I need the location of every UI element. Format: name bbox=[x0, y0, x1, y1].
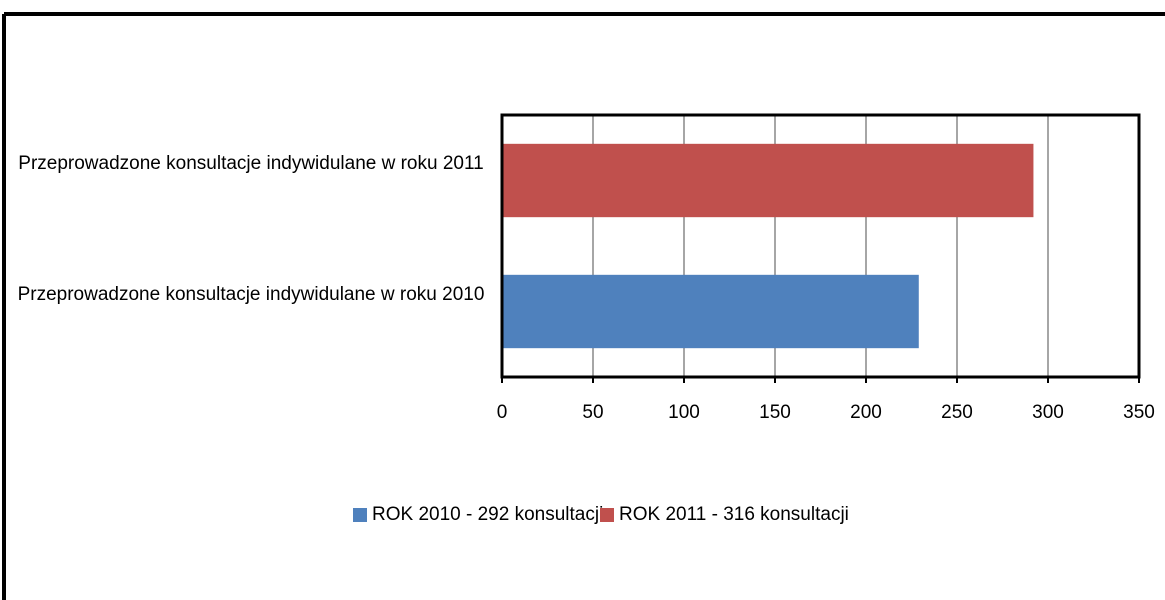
x-tick-label: 50 bbox=[582, 402, 603, 423]
x-tick-label: 300 bbox=[1032, 402, 1064, 423]
x-tick-label: 250 bbox=[941, 402, 973, 423]
legend-swatch bbox=[353, 508, 367, 522]
legend-label: ROK 2011 - 316 konsultacji bbox=[619, 504, 849, 525]
legend-label: ROK 2010 - 292 konsultacji bbox=[372, 504, 603, 525]
x-tick-label: 100 bbox=[668, 402, 700, 423]
y-tick-label: Przeprowadzone konsultacje indywidulane … bbox=[17, 283, 485, 305]
plot-border bbox=[500, 113, 1141, 379]
y-tick-label: Przeprowadzone konsultacje indywidulane … bbox=[18, 152, 484, 174]
x-tick-label: 150 bbox=[759, 402, 791, 423]
bar bbox=[502, 274, 919, 349]
legend-swatch bbox=[600, 508, 614, 522]
x-tick-label: 0 bbox=[497, 402, 508, 423]
x-tick-label: 350 bbox=[1123, 402, 1155, 423]
x-tick-label: 200 bbox=[850, 402, 882, 423]
bar bbox=[502, 143, 1034, 218]
